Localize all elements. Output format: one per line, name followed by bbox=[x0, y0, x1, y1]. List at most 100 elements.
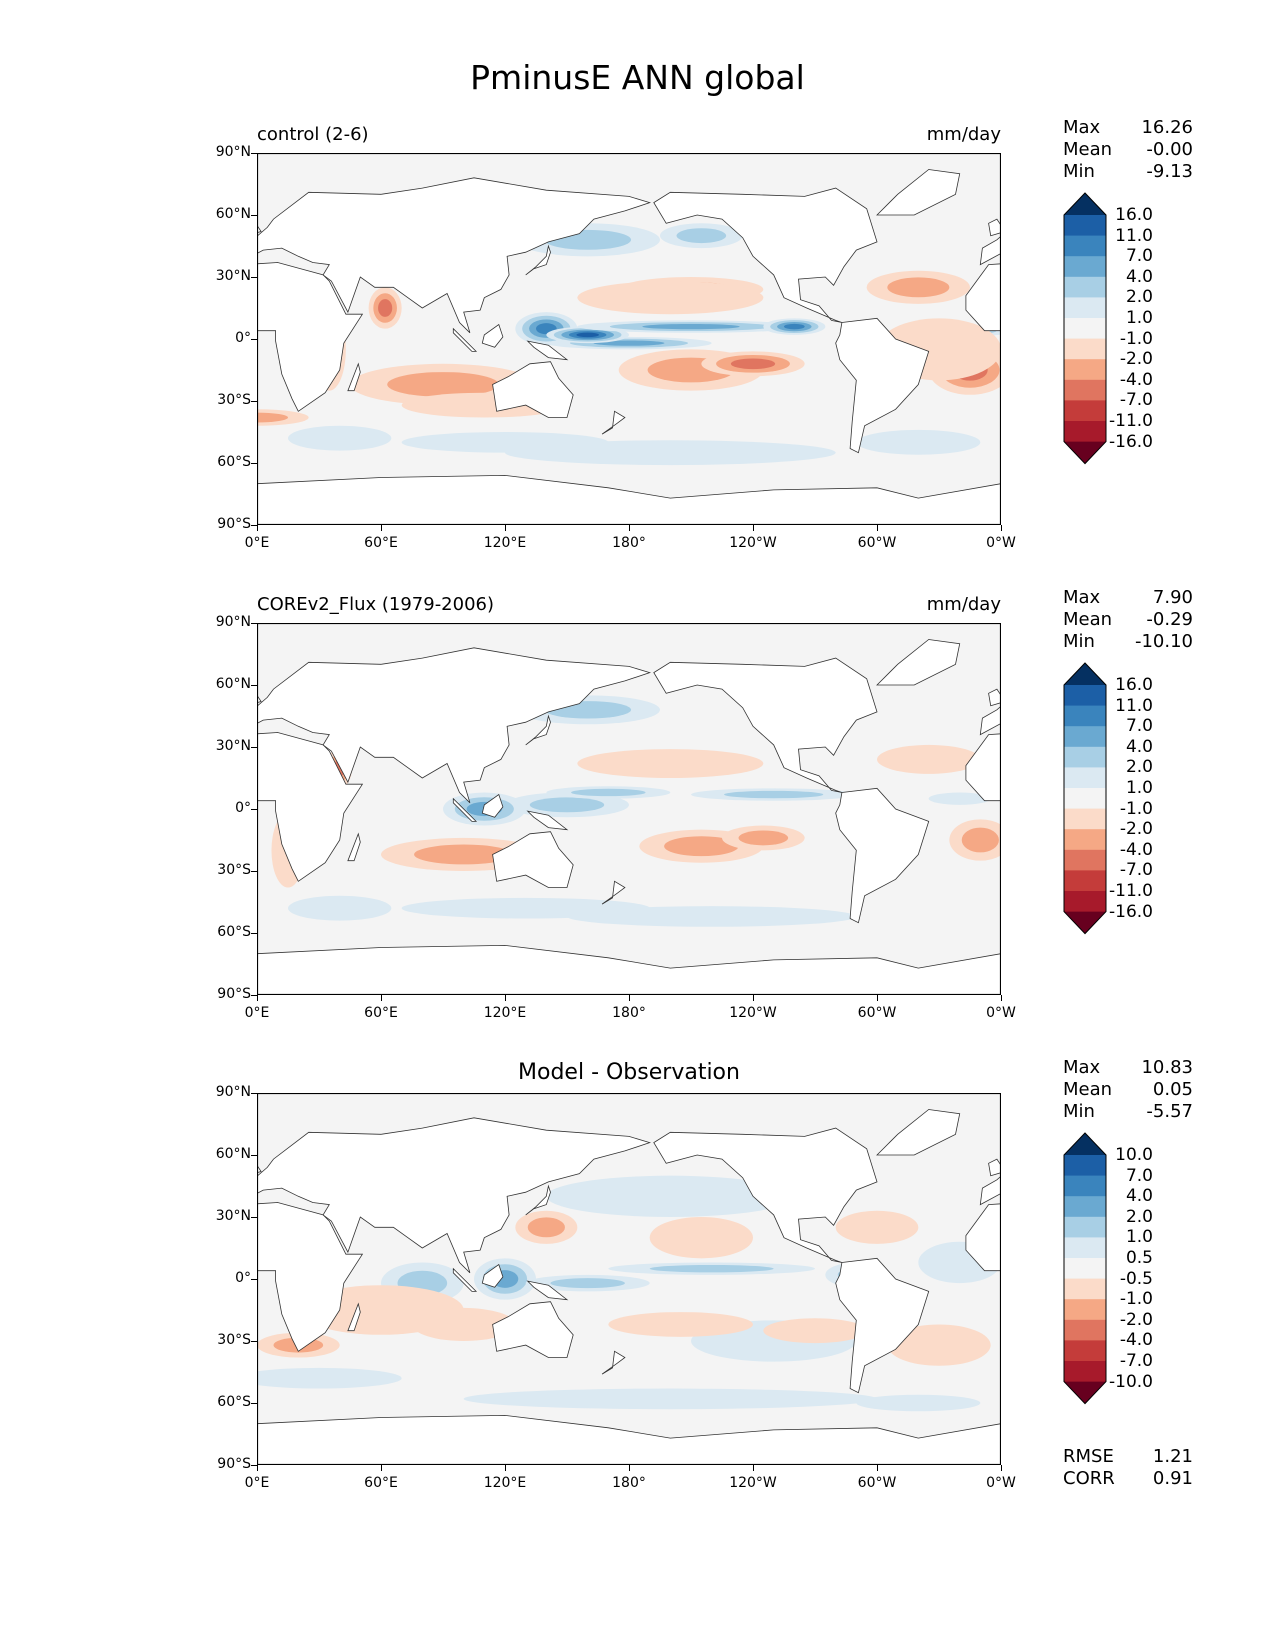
y-tick-label: 30°N bbox=[215, 268, 251, 284]
colorbar-outline bbox=[1063, 1132, 1107, 1405]
contour-field bbox=[257, 1175, 1001, 1412]
x-tick-label: 60°W bbox=[857, 1005, 897, 1021]
colorbar-segment bbox=[1064, 400, 1106, 422]
y-tick-label: 30°S bbox=[217, 392, 251, 408]
negative-contour bbox=[412, 1307, 516, 1341]
x-tick-mark bbox=[381, 1465, 382, 1471]
colorbar-tick-label: -16.0 bbox=[1109, 901, 1153, 922]
landmass-namerica bbox=[653, 1127, 878, 1263]
y-tick-label: 30°S bbox=[217, 862, 251, 878]
colorbar-segment bbox=[1064, 297, 1106, 319]
x-tick-label: 0°E bbox=[244, 1475, 270, 1491]
stat-corr: CORR 0.91 bbox=[1063, 1468, 1193, 1489]
landmass-japan bbox=[525, 244, 551, 276]
y-tick-label: 90°S bbox=[217, 516, 251, 532]
stat-min: Min -5.57 bbox=[1063, 1101, 1193, 1122]
colorbar-tick-label: 1.0 bbox=[1125, 778, 1153, 798]
colorbar-segment bbox=[1064, 788, 1106, 810]
landmass-antarctica bbox=[257, 1414, 1001, 1465]
x-tick-label: 60°E bbox=[364, 1475, 398, 1491]
colorbar-tick-label: 1.0 bbox=[1125, 308, 1153, 328]
positive-contour bbox=[288, 895, 392, 921]
y-tick-label: 30°S bbox=[217, 1332, 251, 1348]
positive-contour bbox=[593, 340, 665, 346]
landmass-japan bbox=[525, 714, 551, 746]
positive-contour bbox=[571, 788, 646, 797]
colorbar-extend-max bbox=[1064, 193, 1106, 215]
positive-contour bbox=[856, 1394, 981, 1412]
positive-contour bbox=[463, 1388, 877, 1410]
colorbar-extend-max bbox=[1064, 1133, 1106, 1155]
y-tick-mark bbox=[251, 215, 257, 216]
colorbar-tick-label: 16.0 bbox=[1115, 205, 1153, 225]
positive-contour bbox=[856, 429, 981, 455]
positive-contour bbox=[642, 323, 740, 330]
colorbar-tick-label: 11.0 bbox=[1115, 695, 1153, 716]
y-tick-mark bbox=[251, 525, 257, 526]
positive-contour bbox=[724, 790, 824, 799]
colorbar-segment bbox=[1064, 318, 1106, 340]
x-tick-mark bbox=[257, 1465, 258, 1471]
landmass-namerica bbox=[653, 187, 878, 323]
x-tick-label: 120°W bbox=[729, 1005, 777, 1021]
x-tick-mark bbox=[629, 1465, 630, 1471]
panel-units: mm/day bbox=[926, 124, 1001, 145]
panel-left-title: control (2-6) bbox=[257, 124, 369, 145]
colorbar-difference: 10.0 7.0 4.0 2.0 1.0 0.5 -0.5 -1.0 -2.0 -4.0 -7.0-… bbox=[1063, 1132, 1153, 1409]
x-tick-mark bbox=[1001, 995, 1002, 1001]
colorbar-extend-min bbox=[1064, 1381, 1106, 1404]
x-tick-label: 120°E bbox=[483, 535, 527, 551]
y-tick-label: 60°S bbox=[217, 1394, 251, 1410]
colorbar-segment bbox=[1064, 1361, 1106, 1383]
y-tick-mark bbox=[251, 153, 257, 154]
colorbar-tick-label: -7.0 bbox=[1119, 860, 1153, 881]
landmass-australia bbox=[492, 1301, 574, 1358]
panel-difference: Model - Observation 90°N 60°N 30°N 0° 30°S 60… bbox=[0, 1057, 1275, 1520]
y-tick-mark bbox=[251, 1465, 257, 1466]
y-tick-label: 0° bbox=[235, 800, 251, 816]
stat-min: Min -10.10 bbox=[1063, 631, 1193, 652]
x-tick-mark bbox=[877, 1465, 878, 1471]
x-tick-mark bbox=[877, 995, 878, 1001]
landmass-nz bbox=[601, 410, 626, 435]
colorbar-tick-label: -10.0 bbox=[1109, 1371, 1153, 1392]
negative-contour bbox=[649, 1217, 753, 1259]
stats-difference: Max 10.83 Mean 0.05 Min -5.57 bbox=[1063, 1057, 1193, 1123]
x-tick-mark bbox=[1001, 525, 1002, 531]
y-tick-mark bbox=[251, 1217, 257, 1218]
colorbar-segment bbox=[1064, 685, 1106, 707]
colorbar-tick-label: 7.0 bbox=[1125, 716, 1153, 737]
landmass-sumatra bbox=[452, 1267, 478, 1292]
y-tick-label: 90°S bbox=[217, 1456, 251, 1472]
x-tick-mark bbox=[257, 995, 258, 1001]
colorbar-segment bbox=[1064, 829, 1106, 851]
colorbar-tick-label: 0.5 bbox=[1125, 1248, 1153, 1268]
colorbar-extend-min bbox=[1064, 441, 1106, 464]
map-observation bbox=[257, 623, 1001, 995]
x-tick-mark bbox=[629, 995, 630, 1001]
landmass-namerica bbox=[653, 657, 878, 793]
landmass-greenland bbox=[876, 1109, 961, 1156]
x-tick-mark bbox=[1001, 1465, 1002, 1471]
stat-mean: Mean -0.29 bbox=[1063, 609, 1193, 630]
colorbar-control: 16.0 11.0 7.0 4.0 2.0 1.0 -1.0 -2.0 -4.0 -7.0 -11.… bbox=[1063, 192, 1153, 469]
colorbar-segment bbox=[1064, 726, 1106, 748]
landmass-africa bbox=[965, 1203, 1001, 1272]
negative-contour bbox=[414, 844, 514, 865]
y-tick-mark bbox=[251, 933, 257, 934]
colorbar-tick-label: -1.0 bbox=[1119, 1289, 1153, 1310]
y-tick-label: 90°N bbox=[215, 614, 251, 630]
x-tick-label: 0°W bbox=[986, 1475, 1016, 1491]
landmass-eurasia bbox=[257, 1117, 652, 1274]
colorbar-tick-label: -4.0 bbox=[1119, 369, 1153, 390]
colorbar-segment bbox=[1064, 1299, 1106, 1321]
colorbar-tick-label: -4.0 bbox=[1119, 839, 1153, 860]
y-tick-mark bbox=[251, 339, 257, 340]
colorbar-segment bbox=[1064, 891, 1106, 913]
colorbar-tick-label: 2.0 bbox=[1125, 287, 1153, 308]
coastlines bbox=[257, 639, 1001, 995]
colorbar-tick-label: 2.0 bbox=[1125, 1206, 1153, 1227]
negative-contour bbox=[378, 299, 393, 317]
landmass-samerica bbox=[835, 787, 930, 924]
stat-max: Max 10.83 bbox=[1063, 1057, 1193, 1078]
